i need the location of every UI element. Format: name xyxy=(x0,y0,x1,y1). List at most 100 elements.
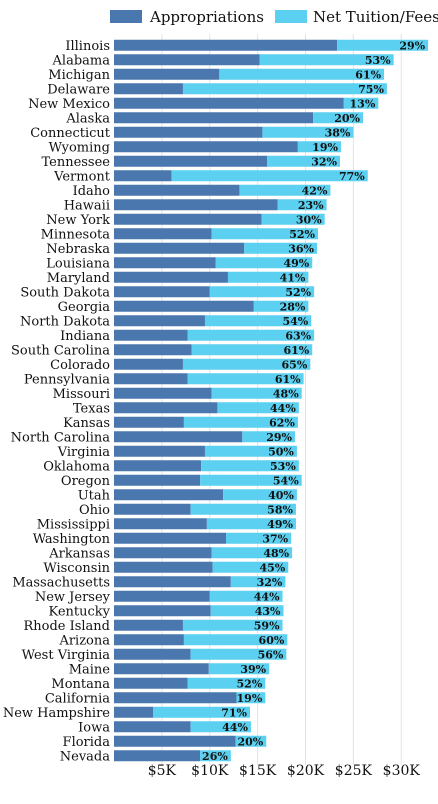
bar-net-tuition-fees xyxy=(208,663,270,675)
category-label: Arkansas xyxy=(48,546,110,561)
data-label: 13% xyxy=(350,97,376,110)
bar-net-tuition-fees xyxy=(236,692,266,704)
bar-net-tuition-fees xyxy=(204,315,312,327)
category-label: Utah xyxy=(78,488,111,503)
data-label: 58% xyxy=(267,503,293,516)
data-label: 59% xyxy=(254,619,280,632)
bar-net-tuition-fees xyxy=(182,619,283,631)
bar-appropriations xyxy=(114,547,212,559)
bar-appropriations xyxy=(114,112,314,124)
x-tick-label: $5K xyxy=(148,763,177,779)
data-label: 63% xyxy=(285,329,311,342)
category-label: Alaska xyxy=(65,111,110,126)
bar-net-tuition-fees xyxy=(190,648,287,660)
data-label: 48% xyxy=(263,547,289,560)
bar-net-tuition-fees xyxy=(259,54,394,66)
bar-appropriations xyxy=(114,242,245,254)
bar-appropriations xyxy=(114,344,192,356)
category-label: Florida xyxy=(63,735,111,750)
category-label: Hawaii xyxy=(64,198,110,213)
data-label: 32% xyxy=(311,155,337,168)
data-label: 45% xyxy=(260,561,286,574)
data-label: 37% xyxy=(262,532,288,545)
category-label: Colorado xyxy=(50,358,110,373)
bar-appropriations xyxy=(114,619,183,631)
bar-net-tuition-fees xyxy=(215,257,313,269)
category-label: Vermont xyxy=(53,169,111,184)
category-label: Arizona xyxy=(58,633,110,648)
bar-appropriations xyxy=(114,300,254,312)
data-label: 52% xyxy=(285,286,311,299)
category-label: Illinois xyxy=(65,39,110,54)
data-label: 36% xyxy=(288,242,314,255)
bar-net-tuition-fees xyxy=(211,547,293,559)
category-label: Tennessee xyxy=(41,155,110,170)
bar-net-tuition-fees xyxy=(191,344,313,356)
bar-net-tuition-fees xyxy=(200,750,231,762)
bar-net-tuition-fees xyxy=(190,721,251,733)
category-label: North Carolina xyxy=(11,430,111,445)
category-label: California xyxy=(45,691,110,706)
bar-appropriations xyxy=(114,39,338,51)
data-label: 54% xyxy=(273,474,299,487)
bar-net-tuition-fees xyxy=(187,677,266,689)
bar-appropriations xyxy=(114,532,227,544)
category-label: Connecticut xyxy=(30,126,111,141)
data-label: 30% xyxy=(296,213,322,226)
bar-net-tuition-fees xyxy=(337,39,429,51)
bar-appropriations xyxy=(114,489,224,501)
bar-net-tuition-fees xyxy=(267,155,340,167)
bar-appropriations xyxy=(114,590,210,602)
category-label: Maine xyxy=(69,662,111,677)
category-label: Texas xyxy=(73,401,110,416)
legend-label-net-tuition-fees: Net Tuition/Fees xyxy=(313,8,438,26)
bar-appropriations xyxy=(114,416,184,428)
bar-appropriations xyxy=(114,648,191,660)
bar-appropriations xyxy=(114,387,212,399)
bar-appropriations xyxy=(114,503,191,515)
bar-appropriations xyxy=(114,97,344,109)
category-label: Ohio xyxy=(79,503,110,518)
category-label: Virginia xyxy=(57,445,111,460)
bar-net-tuition-fees xyxy=(226,532,292,544)
x-tick-label: $20K xyxy=(287,763,325,779)
bar-appropriations xyxy=(114,445,205,457)
data-label: 28% xyxy=(280,300,306,313)
bar-net-tuition-fees xyxy=(200,474,302,486)
bar-net-tuition-fees xyxy=(219,68,385,80)
data-label: 38% xyxy=(325,126,351,139)
legend-label-appropriations: Appropriations xyxy=(149,8,264,26)
category-label: South Dakota xyxy=(20,285,110,300)
bar-appropriations xyxy=(114,199,278,211)
data-label: 56% xyxy=(258,648,284,661)
bar-appropriations xyxy=(114,155,268,167)
bar-appropriations xyxy=(114,141,298,153)
data-label: 32% xyxy=(257,576,283,589)
category-label: Massachusetts xyxy=(12,575,110,590)
data-label: 50% xyxy=(268,445,294,458)
category-label: Kentucky xyxy=(48,604,110,619)
bar-net-tuition-fees xyxy=(171,170,368,182)
data-label: 29% xyxy=(399,39,425,52)
category-label: Oregon xyxy=(61,474,111,489)
bar-net-tuition-fees xyxy=(262,126,354,138)
category-label: Wisconsin xyxy=(43,561,110,576)
data-label: 20% xyxy=(334,112,360,125)
bar-net-tuition-fees xyxy=(235,735,267,747)
bar-net-tuition-fees xyxy=(223,489,297,501)
data-label: 52% xyxy=(237,677,263,690)
category-label: Kansas xyxy=(63,416,110,431)
bar-appropriations xyxy=(114,605,211,617)
bar-net-tuition-fees xyxy=(209,286,315,298)
bar-appropriations xyxy=(114,431,243,443)
category-label: New York xyxy=(46,213,110,228)
bar-net-tuition-fees xyxy=(261,213,325,225)
bar-net-tuition-fees xyxy=(187,373,304,385)
data-label: 48% xyxy=(273,387,299,400)
bar-appropriations xyxy=(114,329,188,341)
category-label: New Hampshire xyxy=(3,706,110,721)
category-label: Maryland xyxy=(47,271,110,286)
category-label: Montana xyxy=(51,677,110,692)
